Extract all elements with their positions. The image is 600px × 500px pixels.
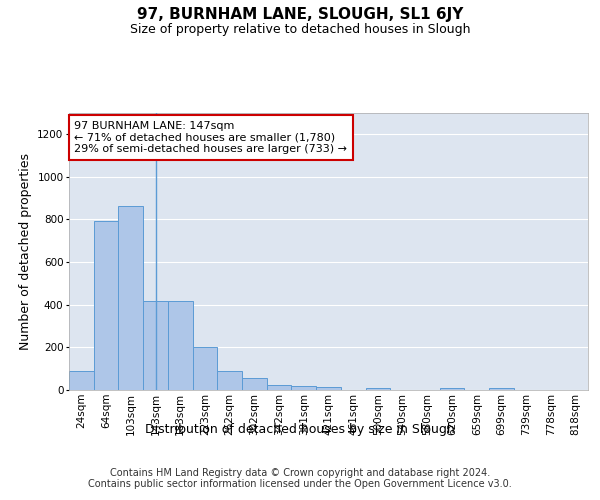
Text: Distribution of detached houses by size in Slough: Distribution of detached houses by size … bbox=[145, 422, 455, 436]
Bar bbox=[118, 206, 143, 390]
Bar bbox=[217, 371, 242, 390]
Text: 97, BURNHAM LANE, SLOUGH, SL1 6JY: 97, BURNHAM LANE, SLOUGH, SL1 6JY bbox=[137, 8, 463, 22]
Bar bbox=[94, 222, 118, 390]
Text: Contains HM Land Registry data © Crown copyright and database right 2024.
Contai: Contains HM Land Registry data © Crown c… bbox=[88, 468, 512, 489]
Bar bbox=[242, 378, 267, 390]
Bar bbox=[440, 388, 464, 390]
Bar bbox=[316, 387, 341, 390]
Text: Size of property relative to detached houses in Slough: Size of property relative to detached ho… bbox=[130, 22, 470, 36]
Bar bbox=[489, 388, 514, 390]
Y-axis label: Number of detached properties: Number of detached properties bbox=[19, 153, 32, 350]
Bar bbox=[168, 302, 193, 390]
Bar bbox=[365, 388, 390, 390]
Bar bbox=[193, 348, 217, 390]
Bar bbox=[267, 384, 292, 390]
Bar bbox=[143, 302, 168, 390]
Bar bbox=[69, 371, 94, 390]
Text: 97 BURNHAM LANE: 147sqm
← 71% of detached houses are smaller (1,780)
29% of semi: 97 BURNHAM LANE: 147sqm ← 71% of detache… bbox=[74, 121, 347, 154]
Bar bbox=[292, 386, 316, 390]
